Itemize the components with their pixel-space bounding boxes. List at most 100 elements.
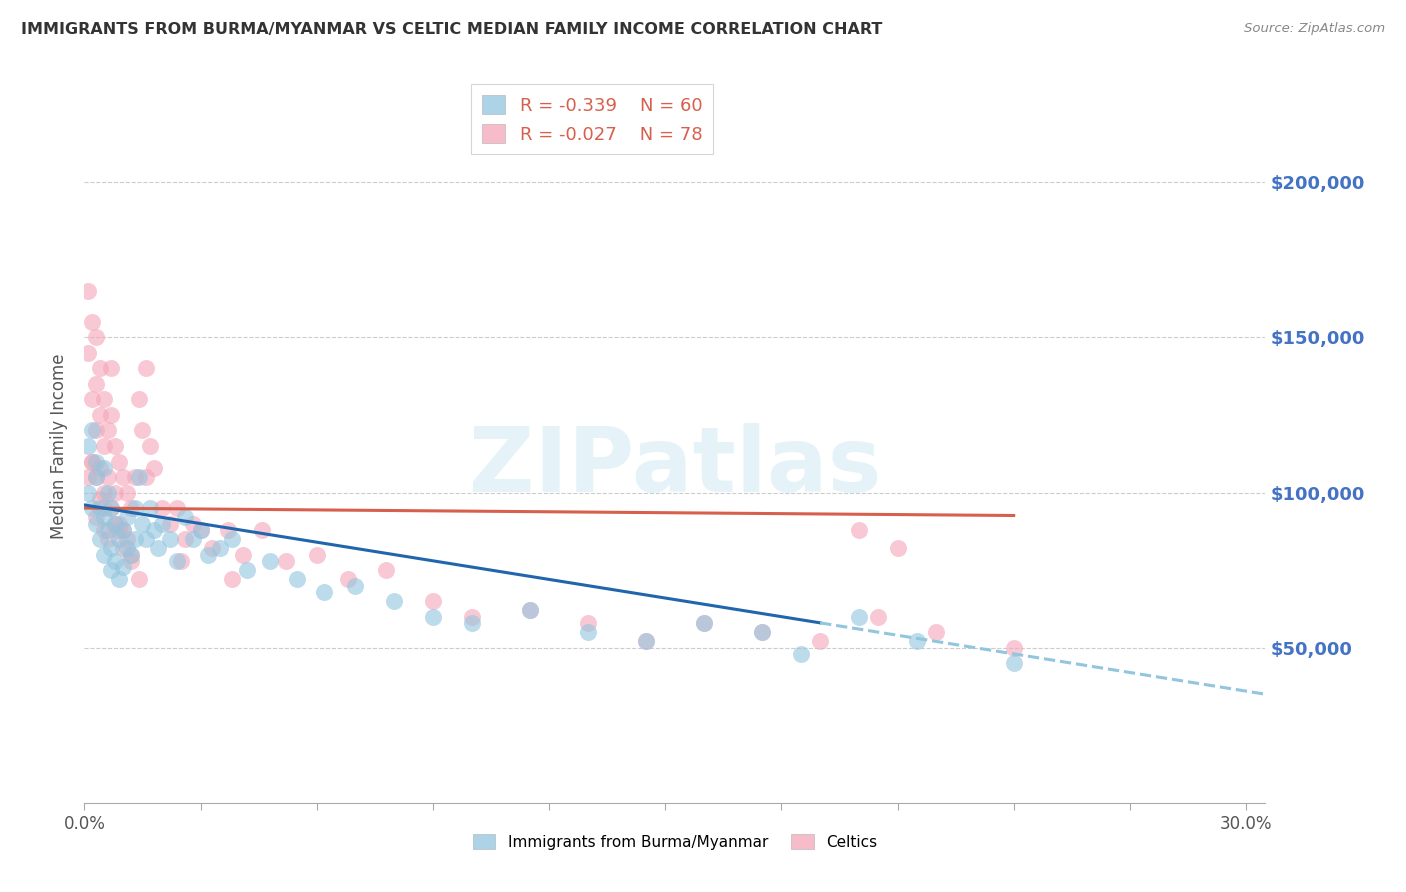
- Point: [124, 470, 146, 484]
- Point: [131, 424, 153, 438]
- Point: [93, 392, 115, 407]
- Point: [197, 548, 219, 562]
- Legend: Immigrants from Burma/Myanmar, Celtics: Immigrants from Burma/Myanmar, Celtics: [467, 828, 883, 855]
- Point: [97, 485, 120, 500]
- Point: [305, 548, 328, 562]
- Text: IMMIGRANTS FROM BURMA/MYANMAR VS CELTIC MEDIAN FAMILY INCOME CORRELATION CHART: IMMIGRANTS FROM BURMA/MYANMAR VS CELTIC …: [21, 22, 883, 37]
- Point: [181, 532, 204, 546]
- Point: [848, 523, 870, 537]
- Point: [115, 485, 138, 500]
- Point: [77, 346, 100, 360]
- Point: [143, 460, 166, 475]
- Point: [790, 647, 813, 661]
- Point: [751, 625, 773, 640]
- Point: [135, 532, 157, 546]
- Point: [112, 541, 135, 556]
- Point: [124, 501, 146, 516]
- Point: [93, 501, 115, 516]
- Point: [285, 573, 308, 587]
- Point: [170, 554, 193, 568]
- Point: [97, 523, 120, 537]
- Point: [128, 573, 150, 587]
- Point: [112, 523, 135, 537]
- Point: [84, 376, 107, 391]
- Point: [120, 554, 142, 568]
- Point: [1002, 656, 1025, 670]
- Point: [93, 460, 115, 475]
- Point: [89, 491, 111, 506]
- Point: [693, 615, 716, 630]
- Point: [100, 563, 122, 577]
- Point: [108, 516, 131, 531]
- Point: [174, 510, 197, 524]
- Point: [104, 554, 127, 568]
- Point: [108, 454, 131, 468]
- Point: [166, 501, 188, 516]
- Point: [221, 573, 243, 587]
- Point: [115, 510, 138, 524]
- Point: [100, 541, 122, 556]
- Point: [84, 470, 107, 484]
- Point: [848, 609, 870, 624]
- Point: [97, 470, 120, 484]
- Point: [100, 501, 122, 516]
- Point: [89, 408, 111, 422]
- Y-axis label: Median Family Income: Median Family Income: [51, 353, 69, 539]
- Point: [336, 573, 359, 587]
- Point: [375, 563, 398, 577]
- Point: [112, 560, 135, 574]
- Point: [89, 460, 111, 475]
- Point: [382, 594, 405, 608]
- Point: [634, 634, 657, 648]
- Point: [82, 501, 104, 516]
- Point: [93, 485, 115, 500]
- Point: [135, 361, 157, 376]
- Point: [84, 516, 107, 531]
- Point: [128, 470, 150, 484]
- Point: [84, 454, 107, 468]
- Point: [135, 470, 157, 484]
- Point: [89, 501, 111, 516]
- Point: [115, 532, 138, 546]
- Point: [82, 392, 104, 407]
- Point: [93, 439, 115, 453]
- Point: [104, 516, 127, 531]
- Point: [108, 532, 131, 546]
- Point: [100, 408, 122, 422]
- Point: [159, 516, 181, 531]
- Point: [344, 579, 367, 593]
- Point: [77, 439, 100, 453]
- Point: [77, 470, 100, 484]
- Point: [112, 470, 135, 484]
- Point: [97, 532, 120, 546]
- Point: [104, 516, 127, 531]
- Point: [143, 523, 166, 537]
- Point: [131, 516, 153, 531]
- Point: [97, 424, 120, 438]
- Point: [201, 541, 224, 556]
- Point: [274, 554, 297, 568]
- Point: [886, 541, 908, 556]
- Point: [422, 609, 444, 624]
- Point: [166, 554, 188, 568]
- Point: [120, 548, 142, 562]
- Text: Source: ZipAtlas.com: Source: ZipAtlas.com: [1244, 22, 1385, 36]
- Point: [84, 330, 107, 344]
- Point: [82, 424, 104, 438]
- Point: [519, 603, 541, 617]
- Point: [84, 424, 107, 438]
- Point: [868, 609, 890, 624]
- Point: [808, 634, 831, 648]
- Point: [693, 615, 716, 630]
- Point: [112, 523, 135, 537]
- Point: [84, 470, 107, 484]
- Point: [905, 634, 928, 648]
- Point: [221, 532, 243, 546]
- Point: [925, 625, 948, 640]
- Point: [751, 625, 773, 640]
- Point: [93, 510, 115, 524]
- Point: [82, 454, 104, 468]
- Point: [217, 523, 239, 537]
- Point: [82, 454, 104, 468]
- Point: [120, 548, 142, 562]
